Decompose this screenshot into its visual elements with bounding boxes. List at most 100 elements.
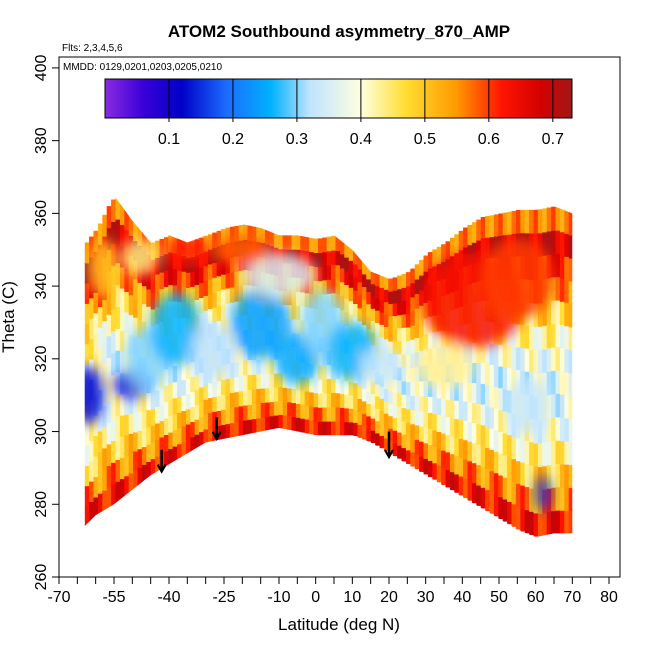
field-cell <box>304 376 310 392</box>
field-cell <box>185 363 191 379</box>
field-cell <box>414 322 420 338</box>
field-cell <box>427 332 433 349</box>
field-cell <box>163 418 169 435</box>
field-cell <box>419 426 425 442</box>
field-cell <box>489 491 495 514</box>
field-cell <box>111 352 117 376</box>
field-cell <box>295 319 301 334</box>
field-cell <box>427 252 433 269</box>
field-cell <box>502 432 508 456</box>
field-cell <box>344 243 350 258</box>
field-cell <box>537 419 543 444</box>
field-cell <box>216 395 222 411</box>
field-cell <box>559 208 565 233</box>
field-cell <box>511 368 517 392</box>
field-cell <box>401 394 407 408</box>
field-cell <box>401 300 407 315</box>
field-cell <box>357 411 363 425</box>
field-cell <box>401 273 407 288</box>
field-cell <box>463 227 469 248</box>
field-cell <box>480 404 486 426</box>
field-cell <box>383 437 389 451</box>
field-cell <box>397 379 403 394</box>
field-cell <box>207 397 213 413</box>
field-cell <box>119 203 125 226</box>
field-cell <box>559 417 565 442</box>
field-cell <box>489 406 495 429</box>
field-cell <box>405 422 411 437</box>
field-cell <box>335 421 341 436</box>
field-cell <box>89 297 95 319</box>
field-cell <box>221 289 227 305</box>
field-cell <box>89 501 95 523</box>
field-cell <box>388 291 394 305</box>
field-cell <box>405 326 411 342</box>
field-cell <box>366 415 372 429</box>
field-cell <box>414 424 420 440</box>
field-cell <box>507 367 513 391</box>
field-cell <box>115 328 121 351</box>
field-cell <box>480 445 486 467</box>
field-cell <box>502 344 508 368</box>
field-cell <box>414 264 420 280</box>
field-cell <box>128 393 134 415</box>
field-cell <box>471 442 477 464</box>
marker-arrow <box>384 431 394 460</box>
field-cell <box>471 342 477 363</box>
field-cell <box>546 230 552 255</box>
field-cell <box>225 318 231 334</box>
field-cell <box>300 390 306 405</box>
field-cell <box>93 230 99 252</box>
field-cell <box>397 406 403 420</box>
field-cell <box>555 393 561 418</box>
field-cell <box>361 286 367 300</box>
field-cell <box>115 240 121 264</box>
field-cell <box>454 473 460 493</box>
field-cell <box>463 478 469 499</box>
field-cell <box>313 266 319 281</box>
x-tick-label: 20 <box>380 589 398 606</box>
field-cell <box>458 400 464 420</box>
field-cell <box>498 474 504 498</box>
y-tick-label: 260 <box>33 564 50 591</box>
field-cell <box>392 315 398 329</box>
field-cell <box>304 236 310 252</box>
field-cell <box>282 290 288 305</box>
field-cell <box>449 471 455 491</box>
field-cell <box>383 301 389 315</box>
field-cell <box>159 387 165 405</box>
field-cell <box>287 387 293 403</box>
field-cell <box>511 503 517 527</box>
field-cell <box>520 324 526 348</box>
field-cell <box>463 439 469 460</box>
field-cell <box>370 308 376 321</box>
field-cell <box>212 411 218 427</box>
field-cell <box>392 430 398 444</box>
field-cell <box>410 339 416 354</box>
field-cell <box>322 279 328 295</box>
field-cell <box>335 279 341 294</box>
field-cell <box>159 255 165 273</box>
field-cell <box>423 317 429 335</box>
colorbar-tick-label: 0.3 <box>286 131 308 148</box>
field-cell <box>551 276 557 301</box>
field-cell <box>93 496 99 518</box>
field-cell <box>309 391 315 407</box>
field-cell <box>163 401 169 419</box>
field-cell <box>449 453 455 473</box>
field-cell <box>445 241 451 260</box>
field-cell <box>498 213 504 236</box>
field-cell <box>89 236 95 258</box>
field-cell <box>463 420 469 441</box>
field-cell <box>445 416 451 435</box>
field-cell <box>150 441 156 460</box>
field-cell <box>84 242 90 264</box>
field-cell <box>419 410 425 427</box>
field-cell <box>119 478 125 501</box>
field-cell <box>524 486 530 511</box>
field-region <box>414 344 474 388</box>
colorbar-tick-label: 0.4 <box>350 131 372 148</box>
field-cell <box>317 421 323 436</box>
field-cell <box>317 280 323 296</box>
field-cell <box>454 436 460 456</box>
